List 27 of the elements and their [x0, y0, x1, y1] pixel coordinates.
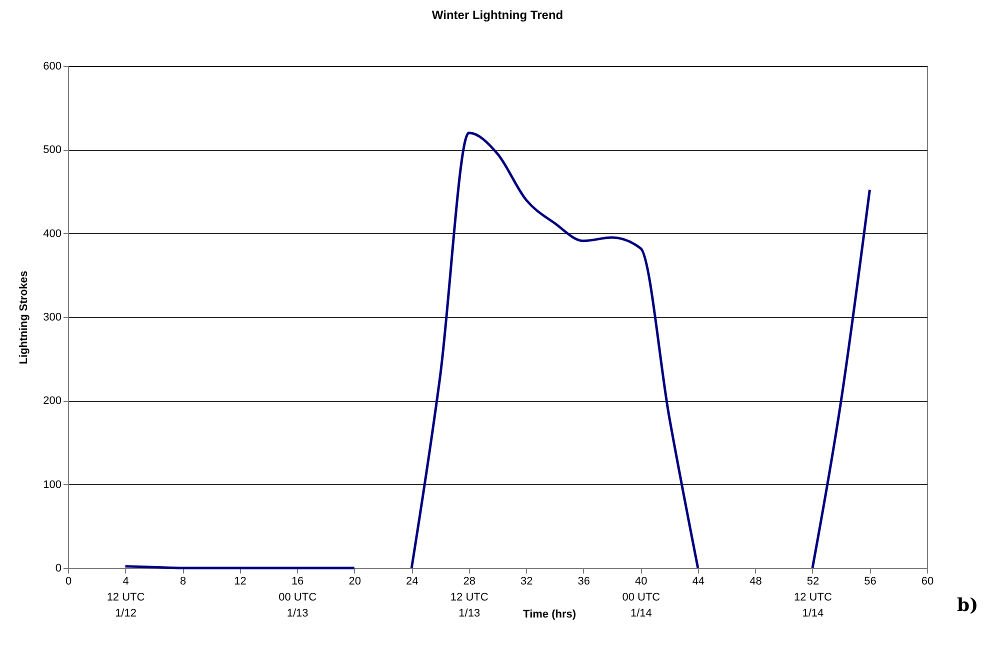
y-tick-label: 0 — [55, 562, 62, 574]
x-tick-label: 36 — [578, 576, 590, 588]
chart-title: Winter Lightning Trend — [432, 8, 564, 22]
y-axis-title: Lightning Strokes — [18, 270, 30, 364]
y-tick-label: 200 — [43, 395, 62, 408]
x-tick-label: 12 — [234, 576, 246, 588]
y-tick-label: 500 — [43, 144, 62, 156]
x-tick-label: 56 — [864, 576, 876, 588]
x-tick-label: 24 — [406, 576, 418, 588]
y-tick-label: 300 — [43, 312, 62, 324]
y-tick-label: 400 — [43, 228, 62, 240]
y-tick-label: 600 — [43, 60, 62, 72]
y-tick-label: 100 — [43, 478, 62, 491]
x-tick-label: 0 — [65, 576, 72, 588]
x-tick-label: 60 — [921, 576, 934, 588]
x-tick-label: 40 00 UTC 1/14 — [622, 576, 660, 620]
x-tick-label: 44 — [692, 576, 705, 588]
x-tick-label: 48 — [750, 576, 762, 588]
x-tick-label: 32 — [520, 576, 533, 588]
x-tick-label: 52 12 UTC 1/14 — [794, 576, 832, 620]
text: b) — [957, 595, 978, 616]
x-tick-label: 4 12 UTC 1/12 — [106, 576, 145, 620]
x-tick-label: 28 12 UTC 1/13 — [450, 576, 488, 620]
x-axis-title: Time (hrs) — [523, 608, 576, 620]
x-tick-label: 20 — [348, 576, 361, 588]
x-tick-label: 8 — [180, 576, 186, 588]
x-tick-label: 16 00 UTC 1/13 — [278, 576, 317, 620]
